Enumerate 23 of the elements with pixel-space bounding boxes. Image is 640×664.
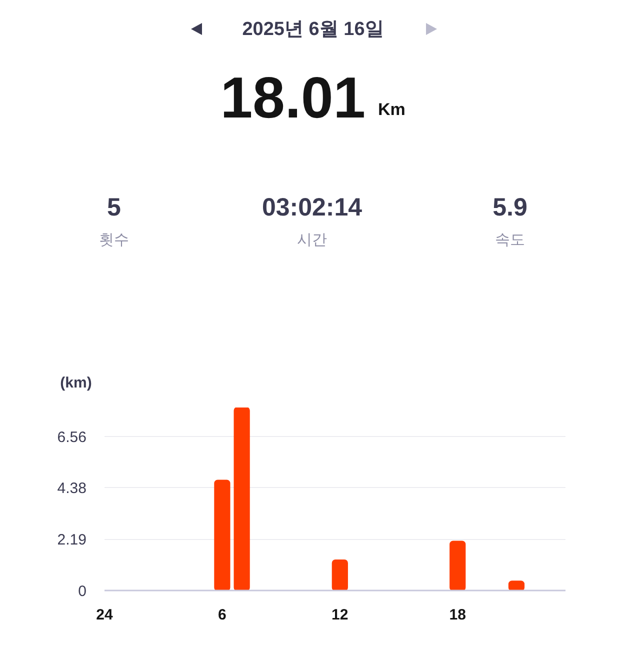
bar [450,540,466,590]
text: 03:02:14 [262,194,362,222]
y-tick-label: 2.19 [57,532,87,549]
y-axis-title: (km) [60,374,92,392]
text: Km [378,100,406,120]
text: 5.9 [492,194,528,222]
text: 속도 [495,231,525,249]
chart-title: 2025년 6월 16일 [242,19,384,41]
text: 5 [107,194,121,222]
x-tick-label: 6 [218,606,226,624]
x-tick-label: 24 [96,606,114,624]
x-tick-label: 12 [332,606,348,624]
bar [508,580,525,590]
text: 시간 [297,231,327,249]
bar [214,480,230,590]
text: 횟수 [99,231,129,249]
bar [234,408,250,590]
x-tick-label: 18 [449,606,466,624]
bar [332,560,348,590]
chart-subtitle: 18.01 [220,66,366,132]
y-tick-label: 4.38 [57,480,87,498]
y-tick-label: 6.56 [57,429,87,446]
y-tick-label: 0 [78,583,86,600]
